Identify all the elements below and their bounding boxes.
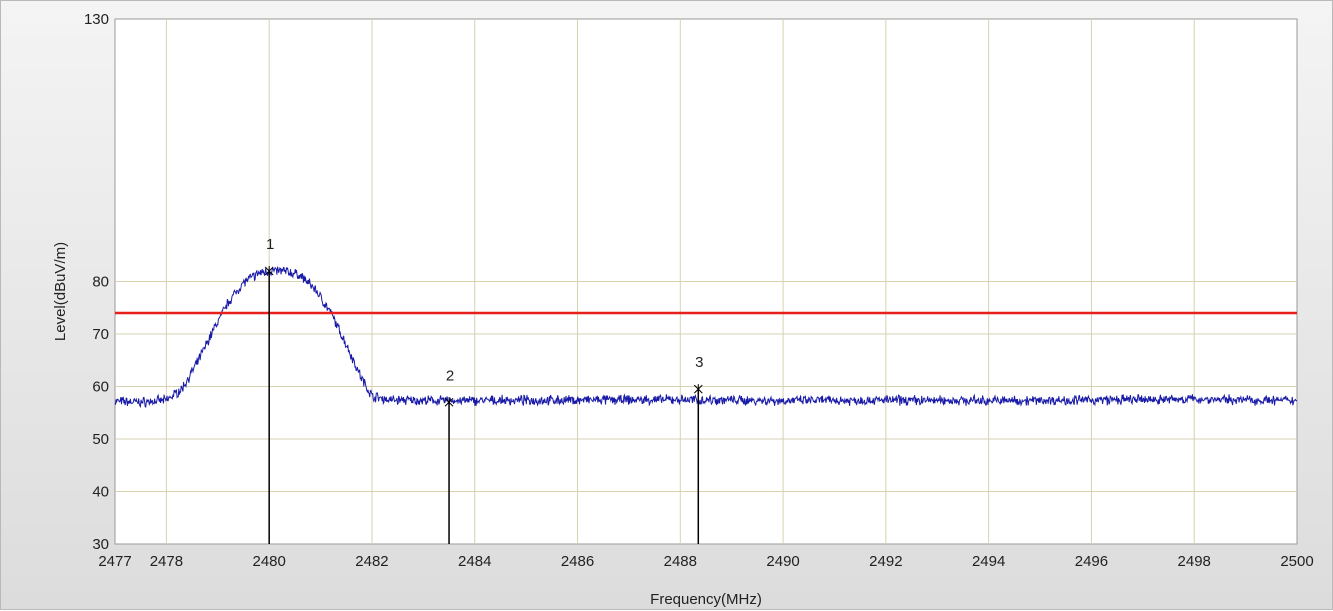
x-tick-label: 2477 (98, 553, 131, 570)
x-tick-label: 2480 (252, 553, 285, 570)
y-tick-label: 30 (92, 536, 109, 553)
y-tick-label: 70 (92, 326, 109, 343)
y-tick-label: 60 (92, 379, 109, 396)
spectrum-trace (114, 266, 1298, 409)
x-axis-label: Frequency(MHz) (650, 591, 762, 608)
marker-label: 2 (446, 367, 454, 384)
marker-1: 1 (264, 236, 274, 544)
x-tick-label: 2478 (150, 553, 183, 570)
marker-symbol (693, 384, 703, 395)
y-tick-labels: 30 40 50 60 70 80 130 (84, 11, 109, 553)
x-tick-label: 2486 (561, 553, 594, 570)
y-tick-label: 80 (92, 274, 109, 291)
x-tick-label: 2492 (869, 553, 902, 570)
x-tick-label: 2490 (766, 553, 799, 570)
x-tick-label: 2482 (355, 553, 388, 570)
marker-2: 2 (444, 367, 454, 544)
x-tick-label: 2498 (1178, 553, 1211, 570)
trace-layer (114, 266, 1298, 409)
x-tick-labels: 2477 2478 2480 2482 2484 2486 2488 2490 2492 2494… (98, 553, 1313, 570)
x-tick-label: 2494 (972, 553, 1005, 570)
x-tick-label: 2500 (1280, 553, 1313, 570)
y-tick-label: 130 (84, 11, 109, 28)
y-axis-label: Level(dBuV/m) (52, 242, 69, 341)
y-tick-label: 50 (92, 431, 109, 448)
x-tick-label: 2484 (458, 553, 491, 570)
grid (115, 19, 1297, 544)
marker-symbol (444, 397, 454, 408)
marker-layer: 1 2 3 (264, 236, 703, 544)
marker-symbol (264, 266, 274, 276)
marker-3: 3 (693, 354, 703, 544)
x-tick-label: 2496 (1075, 553, 1108, 570)
marker-label: 1 (266, 236, 274, 253)
marker-label: 3 (695, 354, 703, 371)
x-tick-label: 2488 (664, 553, 697, 570)
y-tick-label: 40 (92, 484, 109, 501)
